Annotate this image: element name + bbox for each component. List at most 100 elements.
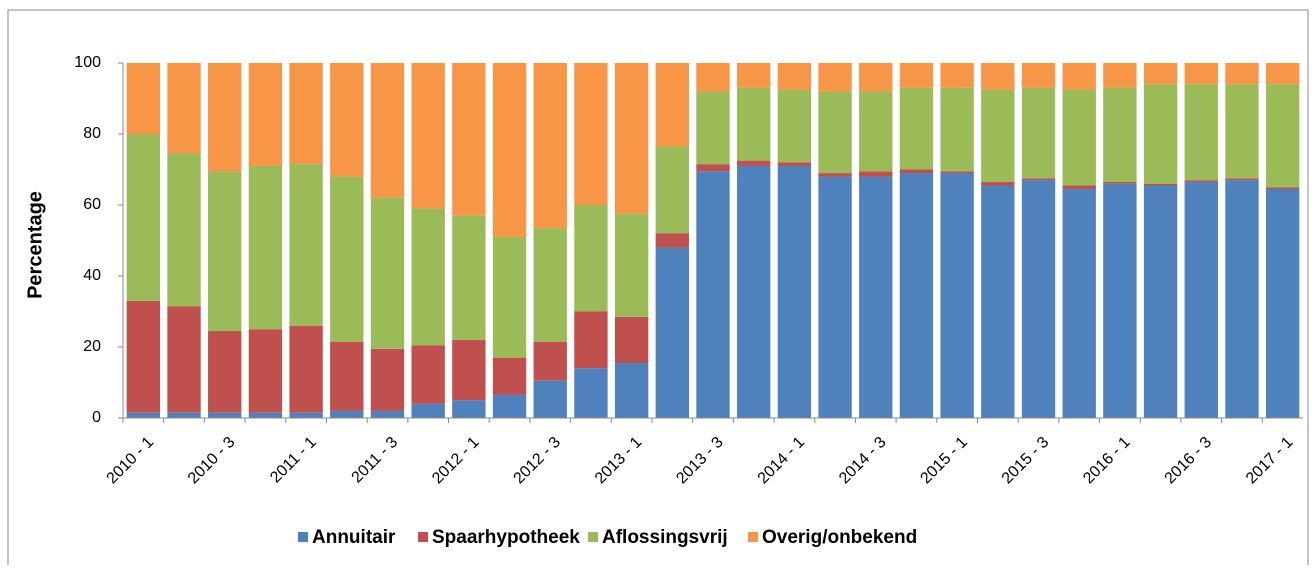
bar-segment: [248, 63, 283, 166]
bar-segment: [289, 325, 323, 413]
bar-segment: [614, 63, 649, 214]
bar-segment: [208, 412, 242, 418]
bar-segment: [1184, 181, 1218, 418]
bar-segment: [1225, 84, 1259, 179]
legend-label: Overig/onbekend: [762, 527, 917, 548]
bar-segment: [696, 164, 730, 172]
bar-segment: [533, 63, 567, 229]
bar-segment: [655, 247, 689, 418]
bar-segment: [655, 233, 689, 248]
bar-segment: [981, 181, 1015, 186]
bar-segment: [818, 176, 852, 418]
bar-segment: [737, 87, 771, 161]
bar-segment: [330, 63, 364, 177]
bar-segment: [818, 91, 852, 174]
bar-segment: [696, 63, 730, 92]
bar-segment: [492, 236, 527, 358]
bar-segment: [452, 215, 486, 340]
legend-swatch: [748, 532, 758, 542]
bar-segment: [248, 412, 283, 418]
bar-segment: [411, 208, 445, 346]
bar-segment: [126, 63, 161, 134]
bar-segment: [614, 213, 649, 317]
bar-segment: [167, 63, 201, 154]
bar-segment: [370, 348, 405, 411]
bar-segment: [981, 185, 1015, 418]
bar-segment: [167, 412, 201, 418]
bar-segment: [574, 205, 608, 312]
bar-segment: [1103, 183, 1137, 418]
bar-segment: [370, 63, 405, 198]
bar-segment: [777, 162, 812, 166]
bar-segment: [289, 412, 323, 418]
bar-segment: [574, 63, 608, 205]
bar-segment: [614, 316, 649, 363]
bar-segment: [574, 368, 608, 418]
legend-label: Spaarhypotheek: [432, 527, 580, 548]
bar-segment: [1103, 63, 1137, 88]
bar-segment: [859, 176, 893, 418]
legend-swatch: [588, 532, 598, 542]
bar-segment: [696, 171, 730, 418]
bar-segment: [1184, 63, 1218, 85]
bar-segment: [940, 173, 974, 418]
bar-segment: [1062, 89, 1096, 186]
legend-swatch: [418, 532, 428, 542]
legend-label: Aflossingsvrij: [602, 527, 728, 548]
y-axis-label: Percentage: [24, 191, 46, 299]
bar-segment: [533, 228, 567, 342]
bar-segment: [289, 63, 323, 165]
bar-segment: [167, 153, 201, 307]
bar-segment: [533, 380, 567, 418]
bar-segment: [737, 63, 771, 88]
bar-segment: [370, 197, 405, 349]
bar-segment: [1265, 189, 1300, 418]
bar-segment: [370, 410, 405, 418]
bar-segment: [452, 63, 486, 216]
bar-segment: [1225, 63, 1259, 85]
bar-segment: [899, 169, 934, 174]
bar-segment: [1143, 84, 1178, 184]
legend-label: Annuitair: [312, 527, 396, 548]
bar-segment: [1103, 87, 1137, 182]
bar-segment: [655, 63, 689, 147]
bar-segment: [981, 63, 1015, 90]
bar-segment: [737, 160, 771, 166]
bar-segment: [981, 89, 1015, 182]
bar-segment: [696, 91, 730, 165]
bar-segment: [899, 87, 934, 170]
bar-segment: [859, 63, 893, 92]
bar-segment: [452, 400, 486, 418]
bar-segment: [737, 165, 771, 418]
bar-segment: [411, 63, 445, 209]
y-tick-label: 0: [92, 409, 101, 426]
bar-segment: [859, 171, 893, 177]
bar-segment: [330, 176, 364, 342]
bar-segment: [411, 345, 445, 404]
bar-segment: [208, 331, 242, 413]
bar-segment: [126, 412, 161, 418]
bar-segment: [1265, 187, 1300, 190]
bar-segment: [818, 173, 852, 177]
bar-segment: [1021, 180, 1056, 418]
bar-segment: [940, 171, 974, 174]
bar-segment: [1021, 63, 1056, 88]
y-tick-label: 80: [83, 125, 101, 142]
bar-segment: [1062, 189, 1096, 418]
bar-segment: [1143, 183, 1178, 186]
bar-segment: [208, 63, 242, 172]
legend-swatch: [298, 532, 308, 542]
bar-segment: [452, 339, 486, 401]
bar-segment: [126, 134, 161, 301]
bar-segment: [208, 171, 242, 332]
bar-segment: [248, 165, 283, 330]
bar-segment: [289, 164, 323, 326]
bar-segment: [655, 146, 689, 234]
bar-segment: [1021, 178, 1056, 181]
bar-segment: [492, 357, 527, 395]
y-tick-label: 100: [74, 54, 101, 71]
bar-segment: [1143, 185, 1178, 418]
bar-segment: [330, 341, 364, 411]
bar-segment: [940, 63, 974, 88]
bar-segment: [899, 173, 934, 418]
